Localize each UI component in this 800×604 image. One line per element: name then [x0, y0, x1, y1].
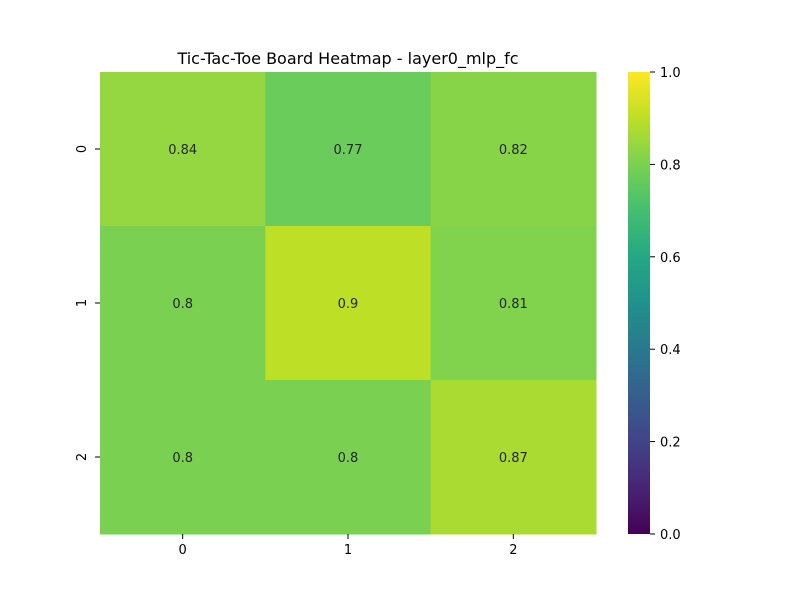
- cell-value-label: 0.77: [334, 143, 363, 158]
- cell-value-label: 0.8: [172, 451, 193, 466]
- colorbar-tick-label: 0.4: [660, 343, 681, 358]
- x-tick-label: 1: [344, 543, 352, 558]
- y-tick-label: 0: [75, 145, 90, 153]
- colorbar-tick-label: 1.0: [660, 66, 681, 81]
- cell-value-label: 0.8: [172, 297, 193, 312]
- colorbar-tick-label: 0.8: [660, 158, 681, 173]
- x-axis: 0 1 2: [179, 534, 518, 558]
- cell-value-label: 0.82: [499, 143, 528, 158]
- cell-value-label: 0.8: [338, 451, 359, 466]
- y-axis: 0 1 2: [75, 145, 100, 461]
- colorbar-tick-label: 0.2: [660, 436, 681, 451]
- x-tick-label: 0: [179, 543, 187, 558]
- y-tick-label: 2: [75, 453, 90, 461]
- chart-title: Tic-Tac-Toe Board Heatmap - layer0_mlp_f…: [176, 49, 518, 69]
- colorbar: 0.0 0.2 0.4 0.6 0.8 1.0: [628, 66, 681, 543]
- cell-value-label: 0.84: [168, 143, 197, 158]
- colorbar-gradient: [628, 72, 650, 534]
- y-tick-label: 1: [75, 299, 90, 307]
- cell-value-label: 0.87: [499, 451, 528, 466]
- colorbar-tick-label: 0.0: [660, 528, 681, 543]
- cell-value-label: 0.81: [499, 297, 528, 312]
- cell-value-label: 0.9: [338, 297, 359, 312]
- x-tick-label: 2: [509, 543, 517, 558]
- colorbar-tick-label: 0.6: [660, 251, 681, 266]
